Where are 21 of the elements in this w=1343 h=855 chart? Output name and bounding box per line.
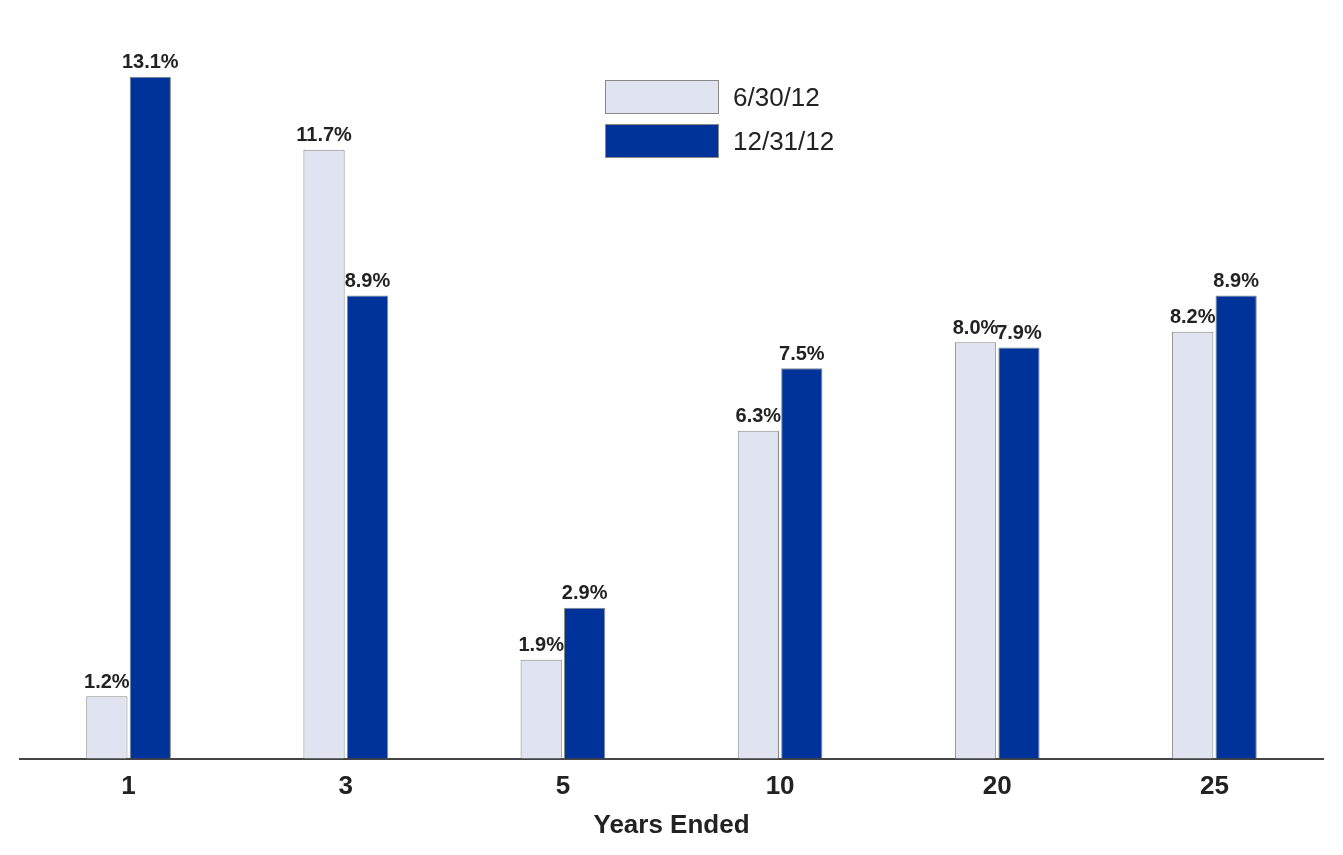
x-tick-label: 25 [1199,770,1229,801]
data-label: 7.5% [779,341,825,364]
data-label: 8.0% [952,315,999,338]
x-tick-label: 1 [121,770,136,801]
data-label: 8.9% [344,268,391,291]
legend-label: 6/30/12 [733,81,820,113]
data-label: 1.9% [518,633,565,656]
x-tick-label: 20 [982,770,1012,801]
data-label: 2.9% [561,581,608,604]
x-axis-title: Years Ended [593,808,750,839]
data-label: 6.3% [735,404,782,427]
data-label: 1.2% [84,669,130,692]
data-label: 8.9% [1213,268,1260,291]
data-label: 13.1% [121,50,179,73]
data-label: 11.7% [296,123,353,146]
legend-label: 12/31/12 [733,125,835,157]
data-label: 8.2% [1169,305,1216,328]
x-tick-label: 3 [338,770,353,801]
x-tick-label: 10 [765,770,795,801]
x-tick-label: 5 [555,770,571,801]
data-label: 7.9% [996,320,1042,343]
